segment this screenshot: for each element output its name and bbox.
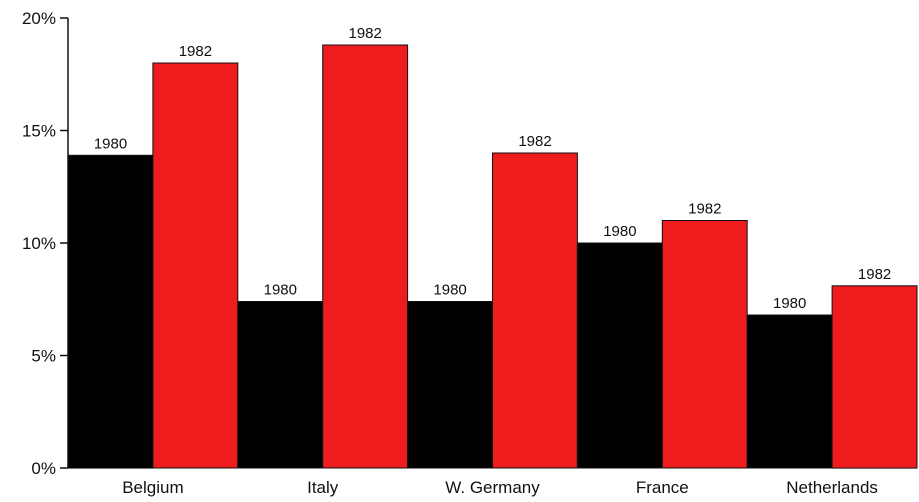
bar-1982-belgium (152, 62, 239, 469)
bar-label-1982-france: 1982 (688, 201, 721, 218)
bar-1980-belgium (67, 154, 154, 469)
bar-1980-italy (237, 301, 324, 469)
category-label-belgium: Belgium (122, 478, 183, 497)
category-label-italy: Italy (307, 478, 339, 497)
bar-label-1982-netherlands: 1982 (858, 266, 891, 283)
category-labels: Belgium Italy W. Germany France Netherlands (122, 478, 878, 497)
bar-label-1980-belgium: 1980 (94, 135, 127, 152)
category-label-france: France (636, 478, 689, 497)
y-tick-label-5: 5% (31, 347, 56, 366)
bar-label-1980-italy: 1980 (264, 282, 297, 299)
bar-label-1980-w-germany: 1980 (433, 282, 466, 299)
bar-1982-netherlands (831, 285, 918, 469)
bar-labels-layer: 1980 1982 1980 1982 1980 1982 1980 1982 1980 1982 (94, 25, 891, 312)
y-tick-label-15: 15% (22, 122, 56, 141)
y-tick-label-20: 20% (22, 9, 56, 28)
bar-1982-france (661, 220, 748, 469)
y-tick-label-10: 10% (22, 234, 56, 253)
bar-1980-france (576, 242, 663, 469)
y-axis: 0% 5% 10% 15% 20% (22, 9, 69, 478)
bar-1982-italy (322, 44, 409, 469)
bar-label-1982-w-germany: 1982 (518, 133, 551, 150)
bar-1982-w-germany (492, 152, 578, 469)
bar-1980-w-germany (407, 301, 494, 469)
category-label-netherlands: Netherlands (786, 478, 878, 497)
category-label-w-germany: W. Germany (445, 478, 540, 497)
bar-label-1982-italy: 1982 (349, 25, 382, 42)
bars-layer (67, 44, 918, 469)
y-tick-label-0: 0% (31, 459, 56, 478)
bar-label-1980-france: 1980 (603, 223, 636, 240)
bar-1980-netherlands (746, 314, 833, 469)
bar-label-1980-netherlands: 1980 (773, 295, 806, 312)
bar-label-1982-belgium: 1982 (179, 43, 212, 60)
